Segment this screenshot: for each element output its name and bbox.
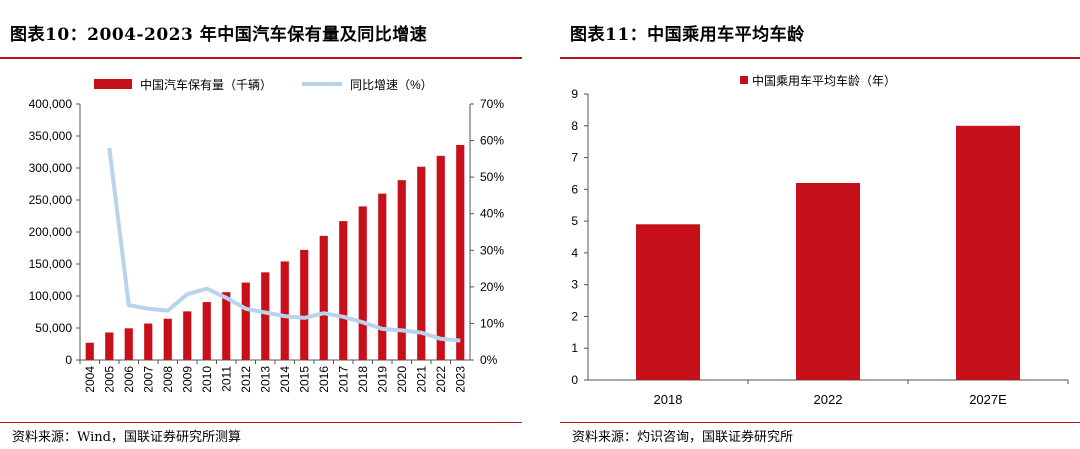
ownership-bar	[105, 332, 114, 360]
x-tick-label: 2017	[336, 366, 350, 393]
x-tick-label: 2018	[356, 366, 370, 393]
chart11-top-rule	[560, 57, 1080, 59]
left-tick-label: 50,000	[35, 321, 72, 335]
chart10-source: 资料来源：Wind，国联证券研究所测算	[12, 430, 241, 445]
chart11-source: 资料来源：灼识咨询，国联证券研究所	[572, 430, 794, 445]
ownership-bar	[456, 144, 465, 360]
right-tick-label: 30%	[480, 243, 504, 257]
left-tick-label: 2	[571, 309, 578, 323]
x-tick-label: 2006	[122, 366, 136, 393]
right-tick-label: 20%	[480, 280, 504, 294]
chart10-top-rule	[0, 57, 522, 59]
ownership-bar	[378, 193, 387, 360]
x-tick-label: 2023	[453, 366, 467, 393]
x-tick-label: 2004	[83, 366, 97, 393]
x-tick-label: 2027E	[969, 392, 1007, 407]
x-tick-label: 2022	[814, 392, 843, 407]
x-tick-label: 2008	[161, 366, 175, 393]
left-tick-label: 1	[571, 341, 578, 355]
chart10-bottom-rule	[0, 422, 522, 423]
chart10-legend: 中国汽车保有量（千辆） 同比增速（%）	[94, 77, 433, 92]
x-tick-label: 2016	[317, 366, 331, 393]
vehicle-ownership-panel: 图表10：2004-2023 年中国汽车保有量及同比增速 中国汽车保有量（千辆）…	[0, 0, 522, 449]
x-tick-label: 2015	[297, 366, 311, 393]
left-tick-label: 200,000	[29, 225, 73, 239]
ownership-bar	[280, 261, 289, 360]
ownership-bar	[436, 155, 445, 360]
x-tick-label: 2010	[200, 366, 214, 393]
vehicle-age-bar	[796, 182, 860, 380]
x-tick-label: 2020	[395, 366, 409, 393]
vehicle-age-bar	[956, 125, 1020, 381]
left-tick-label: 400,000	[29, 97, 73, 111]
right-tick-label: 70%	[480, 97, 504, 111]
legend-label-growth: 同比增速（%）	[350, 78, 433, 92]
ownership-bar	[261, 272, 270, 360]
chart11-title: 图表11：中国乘用车平均车龄	[570, 25, 805, 45]
left-tick-label: 0	[571, 373, 578, 387]
vehicle-age-bar	[636, 224, 700, 380]
left-tick-label: 9	[571, 87, 578, 101]
left-tick-label: 300,000	[29, 161, 73, 175]
legend-label-age: 中国乘用车平均车龄（年）	[752, 73, 896, 88]
chart11-legend: 中国乘用车平均车龄（年）	[740, 73, 896, 88]
ownership-bar	[85, 342, 94, 360]
right-tick-label: 50%	[480, 170, 504, 184]
ownership-bar	[163, 318, 172, 360]
left-tick-label: 8	[571, 119, 578, 133]
legend-swatch-ownership	[94, 79, 132, 89]
left-tick-label: 250,000	[29, 193, 73, 207]
left-tick-label: 7	[571, 151, 578, 165]
right-tick-label: 40%	[480, 207, 504, 221]
x-tick-label: 2014	[278, 366, 292, 393]
x-tick-label: 2022	[434, 366, 448, 393]
right-tick-label: 10%	[480, 316, 504, 330]
left-tick-label: 4	[571, 246, 578, 260]
ownership-bar	[124, 328, 133, 360]
ownership-bar	[358, 206, 367, 360]
right-tick-label: 60%	[480, 134, 504, 148]
x-tick-label: 2012	[239, 366, 253, 393]
x-tick-label: 2021	[414, 366, 428, 393]
x-tick-label: 2005	[102, 366, 116, 393]
left-tick-label: 350,000	[29, 129, 73, 143]
ownership-bar	[183, 311, 192, 360]
ownership-bar	[222, 292, 231, 360]
vehicle-age-panel: 图表11：中国乘用车平均车龄 中国乘用车平均车龄（年） 0 1 2 3 4 5 6 7 8 9 2…	[560, 0, 1080, 449]
growth-rate-line	[107, 147, 461, 343]
x-tick-label: 2009	[180, 366, 194, 393]
x-tick-label: 2018	[654, 392, 683, 407]
ownership-bar	[319, 235, 328, 360]
ownership-bar	[417, 166, 426, 360]
ownership-bar	[241, 282, 250, 360]
ownership-bar	[202, 302, 211, 360]
chart10-title: 图表10：2004-2023 年中国汽车保有量及同比增速	[10, 25, 428, 45]
left-tick-label: 0	[65, 353, 72, 367]
chart11-plot: 中国乘用车平均车龄（年） 0 1 2 3 4 5 6 7 8 9 2018 2022 2027E	[571, 73, 1069, 407]
legend-swatch-age	[740, 76, 748, 84]
legend-label-ownership: 中国汽车保有量（千辆）	[140, 77, 272, 92]
ownership-bar	[144, 323, 153, 360]
x-tick-label: 2013	[258, 366, 272, 393]
left-tick-label: 100,000	[29, 289, 73, 303]
right-tick-label: 0%	[480, 353, 498, 367]
x-tick-label: 2011	[219, 366, 233, 392]
ownership-bar	[397, 180, 406, 360]
left-tick-label: 150,000	[29, 257, 73, 271]
left-tick-label: 3	[571, 278, 578, 292]
ownership-bar	[300, 249, 309, 360]
left-tick-label: 5	[571, 214, 578, 228]
left-tick-label: 6	[571, 182, 578, 196]
x-tick-label: 2007	[141, 366, 155, 393]
chart11-bottom-rule	[560, 422, 1080, 423]
x-tick-label: 2019	[375, 366, 389, 393]
ownership-bar	[339, 221, 348, 360]
chart10-plot: 中国汽车保有量（千辆） 同比增速（%） 0 50,000 100,000 150,00…	[29, 77, 505, 393]
